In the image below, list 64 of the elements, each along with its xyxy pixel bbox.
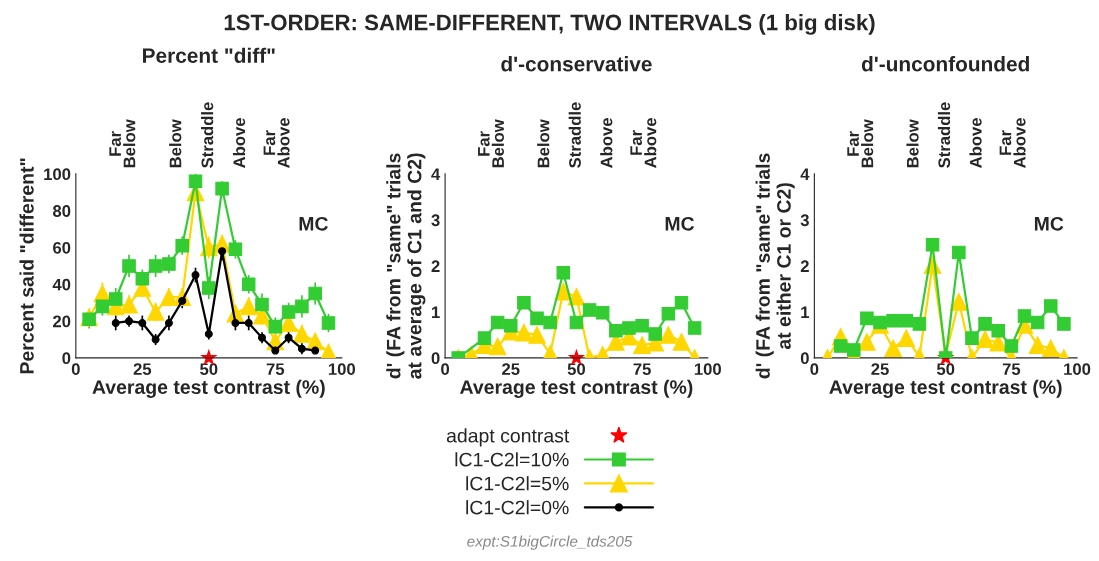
text: Far Above <box>263 118 290 168</box>
x-tick-label: 100 <box>1064 363 1091 376</box>
x-tick-label: 0 <box>810 363 819 376</box>
text: Far Below <box>109 119 136 168</box>
x-tick-label: 75 <box>633 363 651 376</box>
y-tick-label: 2 <box>800 260 809 272</box>
text: Above <box>969 118 982 168</box>
x-axis-title: Average test contrast (%) <box>92 379 325 398</box>
text: 1ST-ORDER: SAME-DIFFERENT, TWO INTERVALS (1 big disk) <box>224 14 875 35</box>
x-tick-label: 75 <box>1002 363 1021 376</box>
annotation: MC <box>299 216 328 231</box>
y-tick-label: 4 <box>431 168 441 180</box>
text: Below <box>537 119 550 168</box>
text: Far Above <box>999 118 1026 168</box>
legend-label: lC1-C2l=10% <box>455 452 569 467</box>
y-tick-label: 0 <box>431 352 440 365</box>
legend-label: lC1-C2l=0% <box>466 500 569 515</box>
x-tick-label: 25 <box>133 363 152 376</box>
text: Below <box>169 119 182 168</box>
y-tick-label: 20 <box>53 315 71 328</box>
y-tick-label: 100 <box>44 168 71 181</box>
y-tick-label: 1 <box>801 306 810 318</box>
x-tick-label: 50 <box>200 363 218 376</box>
x-tick-label: 0 <box>71 363 80 376</box>
y-tick-label: 60 <box>53 241 71 254</box>
y-tick-label: 4 <box>800 168 810 180</box>
y-tick-label: 1 <box>432 306 440 318</box>
chart-title: d'-conservative <box>501 56 652 72</box>
text: Above <box>600 118 613 168</box>
legend-label: adapt contrast <box>446 428 570 447</box>
x-axis-title: Average test contrast (%) <box>460 379 693 398</box>
text: Straddle <box>568 102 581 168</box>
chart-subtitle: Percent "diff" <box>143 47 275 63</box>
y-tick-label: 3 <box>800 214 809 227</box>
y-axis-title: d' (FA from "same" trials at either C1 or C2) <box>755 153 795 379</box>
x-tick-label: 0 <box>441 363 450 376</box>
x-tick-label: 25 <box>871 363 889 376</box>
text: expt:S1bigCircle_tds205 <box>467 535 633 550</box>
y-tick-label: 40 <box>52 278 71 291</box>
y-tick-label: 0 <box>800 352 809 365</box>
chart-title: d'-unconfounded <box>861 56 1029 72</box>
text: Far Below <box>478 119 505 168</box>
text: Above <box>232 118 246 168</box>
y-axis-title: d' (FA from "same" trials at average of C1 and C2) <box>386 153 426 379</box>
text: Straddle <box>937 102 951 168</box>
text: Far Below <box>847 119 874 168</box>
text: Below <box>906 119 919 168</box>
x-axis-title: Average test contrast (%) <box>829 379 1062 398</box>
x-tick-label: 50 <box>936 363 955 376</box>
annotation: MC <box>665 216 695 231</box>
y-tick-label: 3 <box>431 214 440 227</box>
x-tick-label: 50 <box>567 363 586 376</box>
y-axis-title: Percent said "different" <box>19 158 34 374</box>
x-tick-label: 75 <box>266 363 285 376</box>
annotation: MC <box>1034 216 1064 231</box>
legend-label: lC1-C2l=5% <box>466 476 569 491</box>
y-tick-label: 80 <box>52 205 71 217</box>
text: Far Above <box>630 118 657 168</box>
x-tick-label: 100 <box>694 363 721 376</box>
y-tick-label: 2 <box>431 260 440 272</box>
y-tick-label: 0 <box>62 352 71 365</box>
x-tick-label: 25 <box>502 363 520 376</box>
text: Straddle <box>201 102 214 168</box>
x-tick-label: 100 <box>328 363 356 376</box>
